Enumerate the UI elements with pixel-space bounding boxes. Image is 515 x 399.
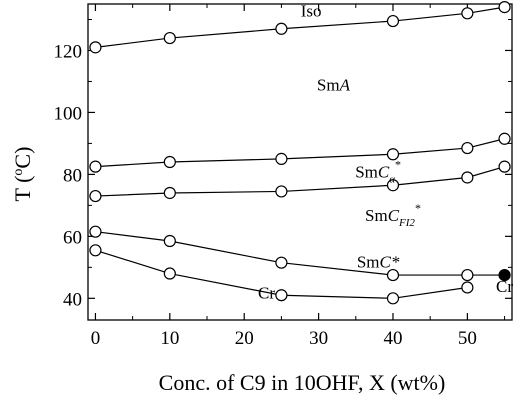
data-point — [163, 234, 176, 248]
phase-boundary-line — [95, 231, 505, 276]
x-tick-label: 0 — [91, 328, 101, 349]
x-tick-label: 50 — [458, 328, 477, 349]
y-tick-label: 120 — [54, 41, 83, 62]
data-point — [386, 148, 400, 161]
series-group — [89, 0, 511, 305]
data-point — [163, 31, 176, 45]
data-point — [275, 185, 288, 198]
data-point — [275, 289, 288, 302]
x-tick-label: 40 — [383, 328, 402, 349]
x-tick-label: 20 — [235, 328, 254, 349]
y-axis-title-base: T ( — [10, 176, 35, 202]
x-tick-label: 30 — [309, 328, 328, 349]
y-axis-title-degree: o — [11, 169, 26, 176]
data-point — [498, 0, 511, 14]
x-tick-label: 10 — [160, 328, 179, 349]
data-point — [461, 268, 474, 282]
data-point — [163, 186, 176, 200]
data-point — [89, 160, 102, 173]
phase-boundary-line — [95, 166, 505, 197]
filled-data-point — [498, 268, 511, 282]
phase-label: SmCFI2* — [365, 201, 421, 229]
data-point — [498, 132, 511, 145]
data-point — [461, 7, 474, 20]
data-point — [89, 41, 102, 54]
phase-label: SmC* — [357, 252, 400, 271]
plot-frame: 0 10 20 30 40 50 40 60 80 100 120 — [54, 3, 513, 349]
data-point — [386, 292, 400, 305]
data-point — [498, 160, 511, 173]
phase-boundary-line — [95, 138, 505, 168]
y-axis-title-unit: C) — [10, 147, 35, 169]
phase-label: SmCα* — [355, 157, 401, 185]
y-axis-title: T (oC) — [10, 147, 35, 202]
data-point — [89, 225, 102, 238]
data-point — [461, 171, 474, 184]
data-point — [163, 267, 176, 280]
data-point — [461, 141, 474, 155]
y-tick-label: 100 — [54, 103, 83, 124]
data-point — [275, 22, 288, 35]
data-point — [275, 152, 288, 166]
phase-labels: Iso SmA SmCα* SmCFI2* SmC* Cr Cr — [258, 1, 513, 302]
phase-label: Iso — [301, 1, 322, 20]
plot-border — [87, 3, 513, 321]
y-tick-label: 80 — [63, 165, 82, 186]
data-point — [386, 179, 400, 192]
data-point — [275, 256, 288, 269]
y-tick-label: 60 — [63, 227, 82, 248]
x-axis-title: Conc. of C9 in 10OHF, X (wt%) — [159, 370, 446, 395]
data-point — [386, 14, 400, 28]
y-tick-label: 40 — [63, 289, 82, 310]
phase-boundary-line — [95, 6, 505, 48]
phase-label: SmA — [317, 76, 351, 95]
data-point — [89, 189, 102, 203]
phase-label: Cr — [258, 283, 275, 302]
phase-label: Cr — [496, 277, 513, 296]
data-point — [386, 268, 400, 282]
data-point — [89, 244, 102, 257]
data-point — [461, 281, 474, 294]
data-point — [163, 155, 176, 169]
